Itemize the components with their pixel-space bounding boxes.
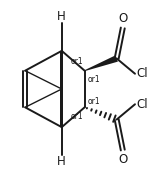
Polygon shape bbox=[60, 51, 63, 89]
Text: or1: or1 bbox=[71, 57, 83, 66]
Text: Cl: Cl bbox=[136, 67, 148, 80]
Text: H: H bbox=[57, 155, 66, 168]
Text: O: O bbox=[118, 12, 127, 25]
Text: or1: or1 bbox=[88, 97, 100, 106]
Polygon shape bbox=[60, 89, 63, 127]
Text: or1: or1 bbox=[88, 75, 100, 84]
Text: O: O bbox=[118, 153, 127, 166]
Text: Cl: Cl bbox=[136, 98, 148, 111]
Text: H: H bbox=[57, 10, 66, 23]
Text: or1: or1 bbox=[71, 112, 83, 121]
Polygon shape bbox=[84, 55, 118, 71]
